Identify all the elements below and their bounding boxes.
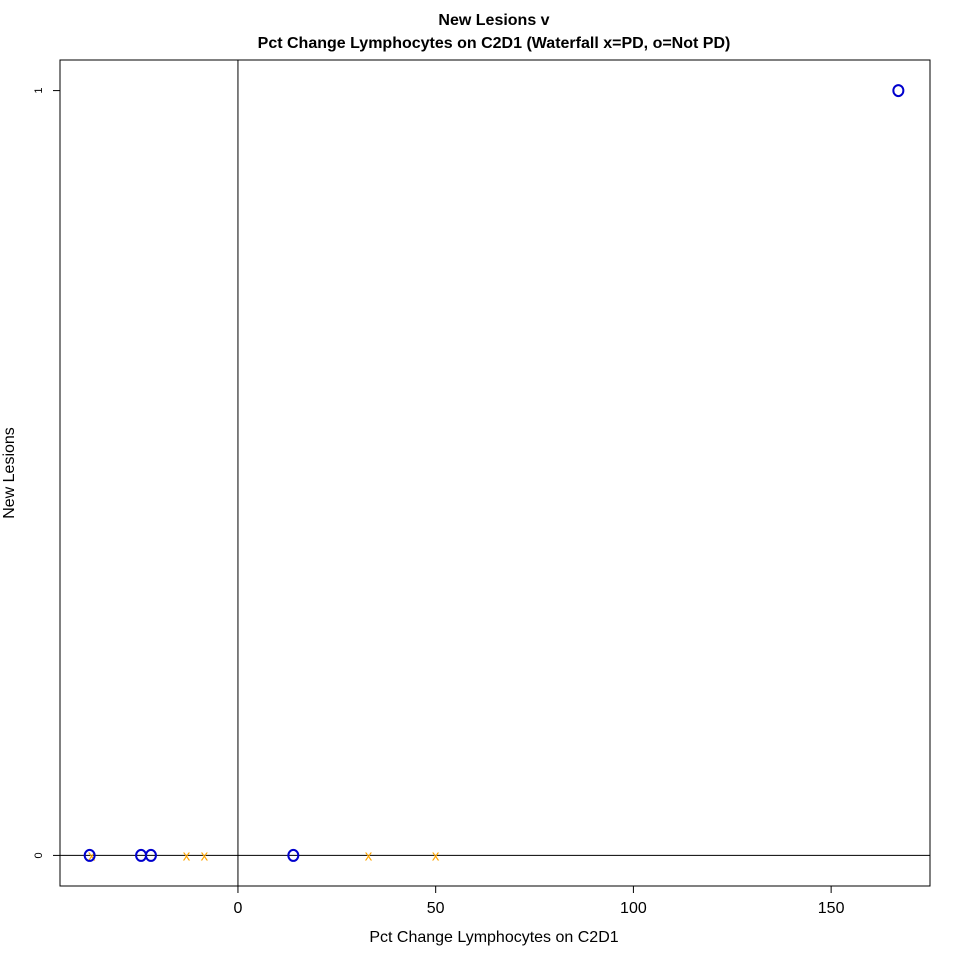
data-point-pd: x <box>88 847 96 864</box>
reference-lines <box>60 60 930 886</box>
data-point-pd: x <box>365 847 373 864</box>
data-point-pd: x <box>183 847 191 864</box>
data-point-not-pd <box>83 848 96 862</box>
chart-title-line1: New Lesions v <box>438 12 549 29</box>
x-tick-label: 100 <box>620 900 647 917</box>
data-point-pd: x <box>201 847 209 864</box>
x-axis-label: Pct Change Lymphocytes on C2D1 <box>369 929 618 946</box>
x-tick-label: 0 <box>234 900 243 917</box>
data-point-not-pd <box>287 848 300 862</box>
y-axis-label: New Lesions <box>1 427 18 519</box>
y-axis: 01 <box>33 88 60 858</box>
x-tick-label: 150 <box>818 900 845 917</box>
y-tick-label: 0 <box>33 852 45 858</box>
chart-title-line2: Pct Change Lymphocytes on C2D1 (Waterfal… <box>258 35 731 52</box>
plot-area-frame <box>59 59 931 887</box>
data-point-not-pd <box>892 84 905 98</box>
x-axis: 0 50 100 150 <box>234 886 845 917</box>
data-point-not-pd <box>144 848 157 862</box>
data-point-pd: x <box>432 847 440 864</box>
x-tick-label: 50 <box>427 900 445 917</box>
y-tick-label: 1 <box>33 88 45 94</box>
